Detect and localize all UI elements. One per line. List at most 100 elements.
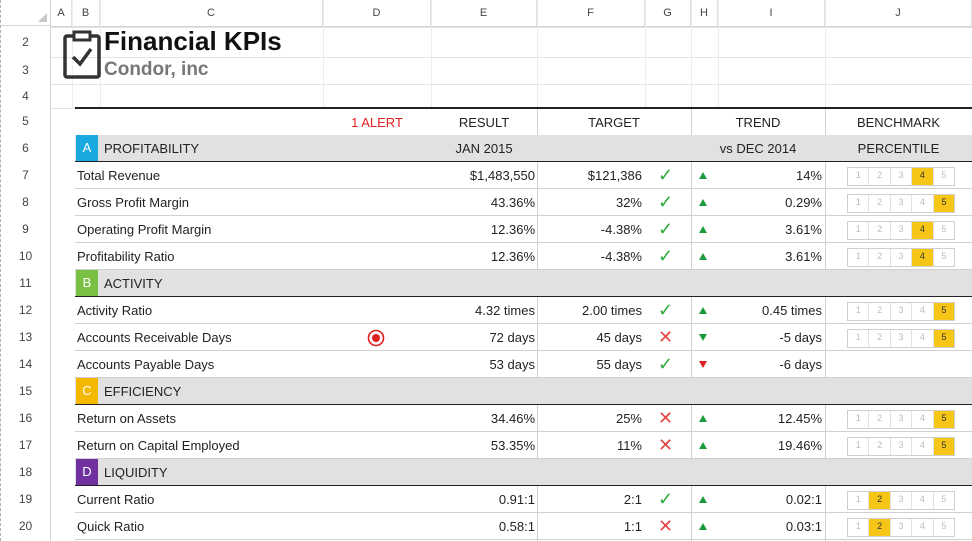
kpi-result[interactable]: 34.46% (490, 411, 535, 426)
kpi-trend[interactable]: 0.29% (785, 195, 822, 210)
benchmark-header: BENCHMARK (856, 115, 941, 130)
row-header-12[interactable]: 12 (18, 303, 33, 317)
gridline (323, 0, 324, 108)
percentile-step: 4 (912, 249, 934, 266)
row-rule (75, 242, 972, 243)
row-header-14[interactable]: 14 (18, 357, 33, 371)
kpi-trend[interactable]: -6 days (779, 357, 822, 372)
cross-icon: ✕ (658, 327, 674, 347)
kpi-target[interactable]: 1:1 (623, 519, 642, 534)
kpi-target[interactable]: 45 days (596, 330, 642, 345)
kpi-target[interactable]: 55 days (596, 357, 642, 372)
kpi-name: Total Revenue (77, 168, 161, 183)
percentile-step: 2 (869, 168, 891, 185)
column-header-i[interactable]: I (718, 0, 825, 26)
section-rule (75, 296, 972, 297)
row-header-19[interactable]: 19 (18, 492, 33, 506)
kpi-trend[interactable]: 0.02:1 (785, 492, 822, 507)
percentile-step: 5 (941, 494, 947, 504)
row-header-8[interactable]: 8 (22, 195, 29, 209)
row-header-6[interactable]: 6 (22, 141, 29, 155)
kpi-trend[interactable]: 0.45 times (762, 303, 822, 318)
kpi-result[interactable]: 0.91:1 (498, 492, 535, 507)
kpi-result[interactable]: 53.35% (490, 438, 535, 453)
kpi-name: Return on Capital Employed (77, 438, 240, 453)
row-header-3[interactable]: 3 (22, 63, 29, 77)
kpi-trend[interactable]: 0.03:1 (785, 519, 822, 534)
kpi-result[interactable]: 72 days (489, 330, 535, 345)
row-header-18[interactable]: 18 (18, 465, 33, 479)
row-header-9[interactable]: 9 (22, 222, 29, 236)
select-all-corner[interactable] (0, 0, 51, 26)
trend-period-label: vs DEC 2014 (719, 141, 797, 156)
kpi-result[interactable]: 4.32 times (475, 303, 535, 318)
gridline (51, 84, 972, 85)
check-icon: ✓ (658, 165, 674, 185)
alert-target-icon (367, 329, 385, 347)
kpi-result[interactable]: 12.36% (490, 249, 535, 264)
kpi-target[interactable]: 25% (615, 411, 642, 426)
row-header-16[interactable]: 16 (18, 411, 33, 425)
row-header-4[interactable]: 4 (22, 89, 29, 103)
check-icon: ✓ (658, 219, 674, 239)
kpi-target[interactable]: 2:1 (623, 492, 642, 507)
kpi-trend[interactable]: 12.45% (777, 411, 822, 426)
row-header-20[interactable]: 20 (18, 519, 33, 533)
target-header: TARGET (588, 115, 640, 130)
trend-down-alert-icon (699, 361, 707, 368)
row-header-15[interactable]: 15 (18, 384, 33, 398)
kpi-target[interactable]: -4.38% (600, 249, 642, 264)
percentile-step: 2 (869, 303, 891, 320)
kpi-target[interactable]: $121,386 (587, 168, 642, 183)
percentile-step: 5 (933, 438, 955, 455)
kpi-trend[interactable]: 3.61% (785, 222, 822, 237)
trend-up-icon (699, 199, 707, 206)
kpi-result[interactable]: $1,483,550 (469, 168, 535, 183)
kpi-target[interactable]: 11% (616, 438, 642, 453)
column-header-j[interactable]: J (825, 0, 972, 26)
row-header-5[interactable]: 5 (22, 114, 29, 128)
column-header-f[interactable]: F (537, 0, 645, 26)
check-icon: ✓ (658, 246, 674, 266)
kpi-target[interactable]: -4.38% (600, 222, 642, 237)
row-header-2[interactable]: 2 (22, 35, 29, 49)
column-separator (537, 108, 538, 541)
section-title: LIQUIDITY (104, 465, 168, 480)
kpi-trend[interactable]: 19.46% (777, 438, 822, 453)
column-header-h[interactable]: H (691, 0, 718, 26)
percentile-step: 4 (912, 519, 934, 536)
column-header-g[interactable]: G (645, 0, 691, 26)
row-header-13[interactable]: 13 (18, 330, 33, 344)
kpi-target[interactable]: 2.00 times (582, 303, 642, 318)
row-header-11[interactable]: 11 (19, 276, 32, 290)
kpi-result[interactable]: 53 days (489, 357, 535, 372)
row-header-17[interactable]: 17 (18, 438, 33, 452)
report-subtitle: Condor, inc (104, 59, 209, 80)
kpi-target[interactable]: 32% (615, 195, 642, 210)
column-header-d[interactable]: D (323, 0, 431, 26)
trend-up-icon (699, 226, 707, 233)
gridline (51, 27, 972, 28)
kpi-trend[interactable]: 14% (795, 168, 822, 183)
kpi-result[interactable]: 43.36% (490, 195, 535, 210)
kpi-trend[interactable]: -5 days (779, 330, 822, 345)
kpi-name: Accounts Receivable Days (77, 330, 232, 345)
percentile-step: 1 (848, 303, 870, 320)
row-header-10[interactable]: 10 (18, 249, 33, 263)
kpi-result[interactable]: 12.36% (490, 222, 535, 237)
check-icon: ✓ (658, 192, 674, 212)
kpi-result[interactable]: 0.58:1 (498, 519, 535, 534)
column-header-c[interactable]: C (100, 0, 323, 26)
row-header-7[interactable]: 7 (22, 168, 29, 182)
column-header-e[interactable]: E (431, 0, 537, 26)
column-header-b[interactable]: B (72, 0, 100, 26)
column-header-a[interactable]: A (51, 0, 72, 26)
kpi-name: Operating Profit Margin (77, 222, 212, 237)
section-letter-c: C (76, 378, 98, 404)
kpi-trend[interactable]: 3.61% (785, 249, 822, 264)
